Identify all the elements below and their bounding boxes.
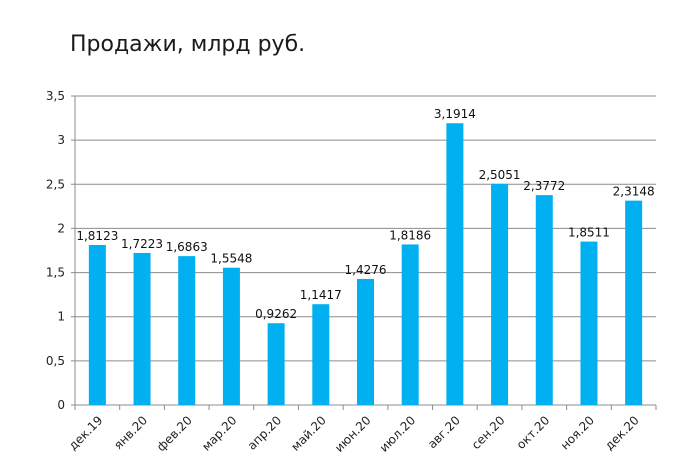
bar <box>312 304 330 405</box>
bar <box>267 323 285 405</box>
data-label: 1,4276 <box>345 263 387 277</box>
data-label: 2,5051 <box>479 168 521 182</box>
x-tick-label: июн.20 <box>332 413 374 455</box>
data-label: 1,1417 <box>300 288 342 302</box>
bar <box>491 183 509 405</box>
x-tick-label: авг.20 <box>425 413 463 451</box>
bar <box>88 244 106 405</box>
bars <box>88 123 643 406</box>
data-label: 1,7223 <box>121 237 163 251</box>
x-tick-label: май.20 <box>288 413 329 454</box>
bar <box>625 200 643 405</box>
bar <box>401 244 419 405</box>
x-tick-label: апр.20 <box>245 413 285 453</box>
bar <box>133 252 151 405</box>
y-tick-label: 1,5 <box>46 266 65 280</box>
data-label: 3,1914 <box>434 107 476 121</box>
bar <box>580 241 598 405</box>
y-tick-label: 0,5 <box>46 354 65 368</box>
x-axis: дек.19 янв.20 фев.20 мар.20 апр.20 май.20 июн.… <box>66 405 657 455</box>
bar <box>535 195 553 405</box>
x-tick-label: фев.20 <box>154 413 195 454</box>
y-tick-label: 0 <box>57 398 65 412</box>
data-label: 2,3772 <box>523 179 565 193</box>
x-tick-label: июл.20 <box>377 413 418 454</box>
data-label: 1,8123 <box>76 229 118 243</box>
x-tick-label: мар.20 <box>199 413 239 453</box>
y-tick-label: 2,5 <box>46 177 65 191</box>
chart-title: Продажи, млрд руб. <box>70 32 306 57</box>
x-tick-label: ноя.20 <box>558 413 597 452</box>
bar <box>357 278 374 405</box>
bar <box>222 267 240 405</box>
y-tick-label: 2 <box>57 221 65 235</box>
bar <box>178 256 196 405</box>
y-tick-label: 3 <box>57 133 65 147</box>
data-label: 2,3148 <box>613 185 655 199</box>
bar <box>446 123 464 406</box>
data-label: 1,8186 <box>389 228 431 242</box>
y-tick-label: 1 <box>57 310 65 324</box>
data-label: 1,8511 <box>568 226 610 240</box>
x-tick-label: дек.20 <box>602 413 642 453</box>
data-label: 1,5548 <box>210 252 252 266</box>
x-tick-label: сен.20 <box>469 413 508 452</box>
data-label: 1,6863 <box>166 240 208 254</box>
y-tick-label: 3,5 <box>46 89 65 103</box>
y-axis-ticks: 0 0,5 1 1,5 2 2,5 3 3,5 <box>46 89 65 412</box>
data-label: 0,9262 <box>255 307 297 321</box>
x-tick-label: дек.19 <box>66 413 106 453</box>
x-tick-label: окт.20 <box>514 413 553 452</box>
x-tick-label: янв.20 <box>111 413 150 452</box>
